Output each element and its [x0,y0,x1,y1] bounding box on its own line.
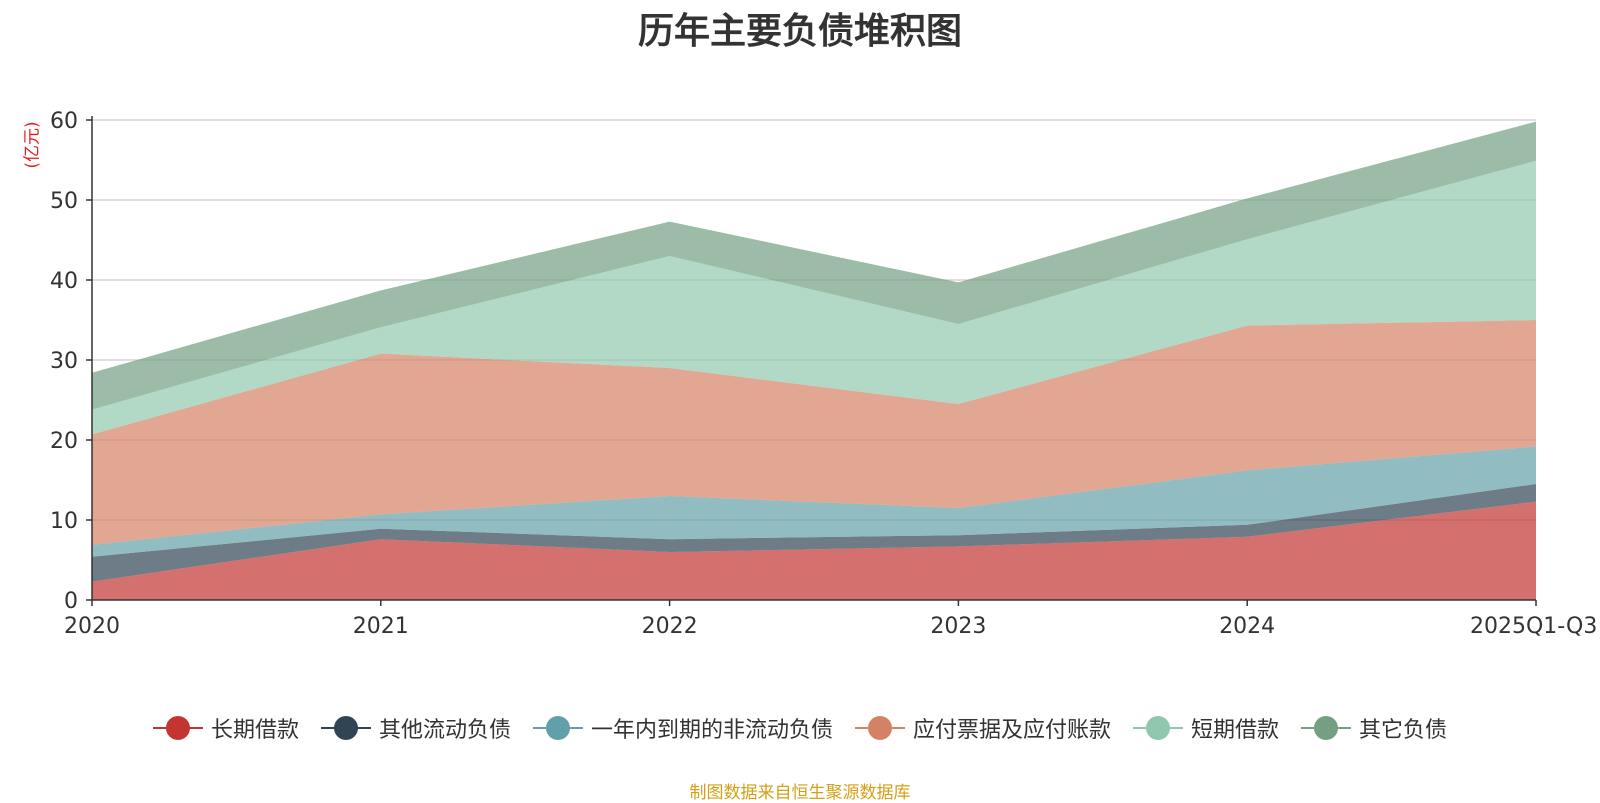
area-series-5[interactable] [92,121,1536,410]
x-tick-label: 2022 [642,614,698,639]
area-series-0[interactable] [92,501,1536,600]
legend-item-3[interactable]: 应付票据及应付账款 [855,712,1111,744]
y-tick-label: 10 [50,509,78,534]
legend-label: 短期借款 [1191,718,1280,743]
x-tick-label: 2024 [1219,614,1275,639]
area-series-4[interactable] [92,160,1536,435]
x-tick-label: 2021 [353,614,409,639]
y-tick-label: 30 [50,349,78,374]
legend-marker-icon [1133,715,1184,741]
x-tick-label: 2020 [64,614,120,639]
legend-marker-icon [320,715,371,741]
x-tick-label: 2025Q1-Q3 [1470,614,1597,639]
chart-title: 历年主要负债堆积图 [637,11,962,52]
y-tick-label: 50 [50,189,78,214]
legend-label: 其它负债 [1359,718,1448,743]
legend-label: 长期借款 [210,718,299,743]
legend-marker-icon [532,715,583,741]
y-tick-label: 20 [50,429,78,454]
legend-marker-icon [1301,715,1352,741]
area-series-2[interactable] [92,446,1536,557]
area-series-3[interactable] [92,320,1536,545]
legend-marker-icon [152,715,203,741]
legend-item-5[interactable]: 其它负债 [1301,712,1447,744]
area-series-1[interactable] [92,484,1536,582]
y-tick-label: 40 [50,269,78,294]
legend-label: 其他流动负债 [378,718,511,743]
legend-label: 一年内到期的非流动负债 [590,718,833,743]
chart-legend: 长期借款 其他流动负债 一年内到期的非流动负债 应付票据及应付账款 短期借款 其它负债 [0,712,1600,744]
legend-item-4[interactable]: 短期借款 [1133,712,1279,744]
x-tick-label: 2023 [930,614,986,639]
legend-item-2[interactable]: 一年内到期的非流动负债 [532,712,833,744]
source-note: 制图数据来自恒生聚源数据库 [689,783,911,803]
legend-item-1[interactable]: 其他流动负债 [320,712,511,744]
legend-item-0[interactable]: 长期借款 [152,712,299,744]
legend-marker-icon [855,715,905,741]
y-tick-label: 0 [64,589,78,614]
legend-label: 应付票据及应付账款 [913,718,1112,743]
y-tick-label: 60 [50,109,78,134]
